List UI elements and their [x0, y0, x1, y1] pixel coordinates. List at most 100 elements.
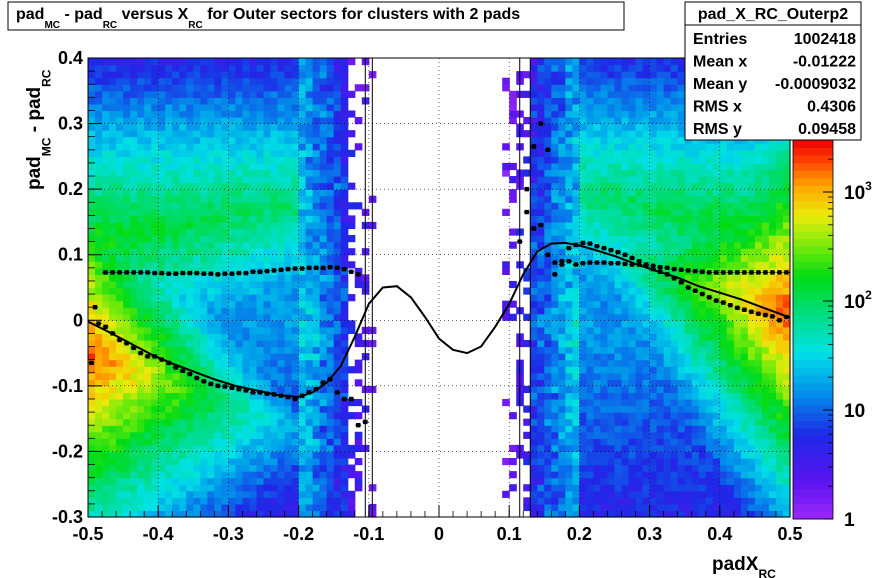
heatmap-cell	[607, 353, 616, 361]
heatmap-cell	[670, 346, 679, 354]
heatmap-cell	[530, 385, 538, 394]
heatmap-cell	[579, 149, 588, 157]
heatmap-cell	[663, 117, 672, 125]
heatmap-cell	[333, 497, 342, 505]
heatmap-cell	[151, 385, 159, 394]
heatmap-cell	[319, 182, 328, 190]
heatmap-cell	[123, 385, 131, 394]
heatmap-cell	[270, 464, 279, 472]
heatmap-cell	[326, 162, 335, 171]
heatmap-cell	[179, 451, 187, 459]
heatmap-cell	[740, 189, 749, 197]
heatmap-cell	[579, 359, 588, 367]
heatmap-cell	[340, 189, 349, 197]
heatmap-cell	[544, 353, 552, 361]
heatmap-cell	[137, 215, 145, 223]
heatmap-cell	[607, 267, 616, 275]
heatmap-cell	[277, 307, 286, 315]
heatmap-cell	[537, 451, 545, 459]
heatmap-cell	[277, 97, 286, 105]
heatmap-cell	[298, 123, 307, 131]
heatmap-cell	[326, 208, 335, 216]
heatmap-cell	[621, 307, 630, 315]
heatmap-cell	[228, 215, 237, 223]
heatmap-cell	[677, 241, 686, 249]
heatmap-cell	[186, 58, 194, 66]
heatmap-cell	[691, 143, 700, 151]
heatmap-cell	[193, 339, 201, 348]
heatmap-cell	[249, 497, 258, 505]
heatmap-cell	[186, 215, 194, 223]
heatmap-cell	[158, 221, 166, 230]
heatmap-cell	[544, 235, 552, 243]
heatmap-cell	[607, 405, 616, 413]
heatmap-cell	[312, 84, 321, 92]
heatmap-cell	[207, 294, 215, 302]
heatmap-cell	[544, 64, 552, 72]
heatmap-cell	[691, 490, 700, 498]
heatmap-cell	[319, 84, 328, 92]
heatmap-cell	[565, 438, 573, 446]
heatmap-cell	[319, 313, 328, 321]
heatmap-cell	[319, 110, 328, 118]
heatmap-cell	[530, 267, 538, 275]
heatmap-cell	[628, 385, 637, 394]
heatmap-cell	[242, 136, 251, 144]
heatmap-cell	[249, 71, 258, 79]
heatmap-cell	[235, 261, 244, 269]
heatmap-cell	[242, 182, 251, 190]
heatmap-cell	[565, 182, 573, 190]
heatmap-cell	[193, 64, 201, 72]
heatmap-cell	[684, 195, 693, 203]
heatmap-cell	[179, 228, 187, 236]
heatmap-cell	[179, 484, 187, 492]
heatmap-cell	[558, 287, 566, 295]
heatmap-cell	[130, 320, 138, 328]
heatmap-cell	[691, 162, 700, 171]
heatmap-cell	[284, 195, 293, 203]
heatmap-cell	[544, 333, 552, 341]
heatmap-cell	[207, 484, 215, 492]
heatmap-cell	[600, 254, 609, 262]
heatmap-cell	[137, 320, 145, 328]
heatmap-cell	[137, 254, 145, 262]
heatmap-cell	[593, 84, 602, 92]
heatmap-cell	[158, 254, 166, 262]
heatmap-cell	[656, 280, 665, 289]
heatmap-cell	[691, 176, 700, 184]
heatmap-cell	[530, 202, 538, 210]
heatmap-cell	[635, 431, 644, 439]
heatmap-cell	[158, 425, 166, 433]
heatmap-cell	[207, 235, 215, 243]
heatmap-cell	[179, 77, 187, 85]
heatmap-cell	[214, 333, 222, 341]
heatmap-cell	[607, 503, 616, 512]
heatmap-cell	[123, 287, 131, 295]
heatmap-cell	[137, 484, 145, 492]
heatmap-cell	[256, 208, 265, 216]
heatmap-cell	[607, 241, 616, 249]
heatmap-cell	[544, 457, 552, 466]
heatmap-cell	[137, 280, 145, 289]
heatmap-cell	[551, 110, 559, 118]
heatmap-cell	[502, 300, 510, 308]
heatmap-cell	[312, 248, 321, 256]
heatmap-cell	[340, 136, 349, 144]
heatmap-cell	[579, 398, 588, 407]
heatmap-cell	[698, 248, 707, 256]
heatmap-cell	[291, 457, 300, 466]
heatmap-cell	[572, 451, 580, 459]
heatmap-cell	[530, 333, 538, 341]
heatmap-cell	[663, 457, 672, 466]
heatmap-cell	[642, 182, 651, 190]
heatmap-cell	[572, 379, 580, 387]
heatmap-cell	[235, 457, 244, 466]
heatmap-cell	[600, 195, 609, 203]
heatmap-cell	[284, 379, 293, 387]
heatmap-cell	[347, 490, 356, 498]
heatmap-cell	[151, 241, 159, 249]
heatmap-cell	[649, 235, 658, 243]
heatmap-cell	[502, 162, 510, 171]
heatmap-cell	[565, 267, 573, 275]
heatmap-cell	[684, 235, 693, 243]
